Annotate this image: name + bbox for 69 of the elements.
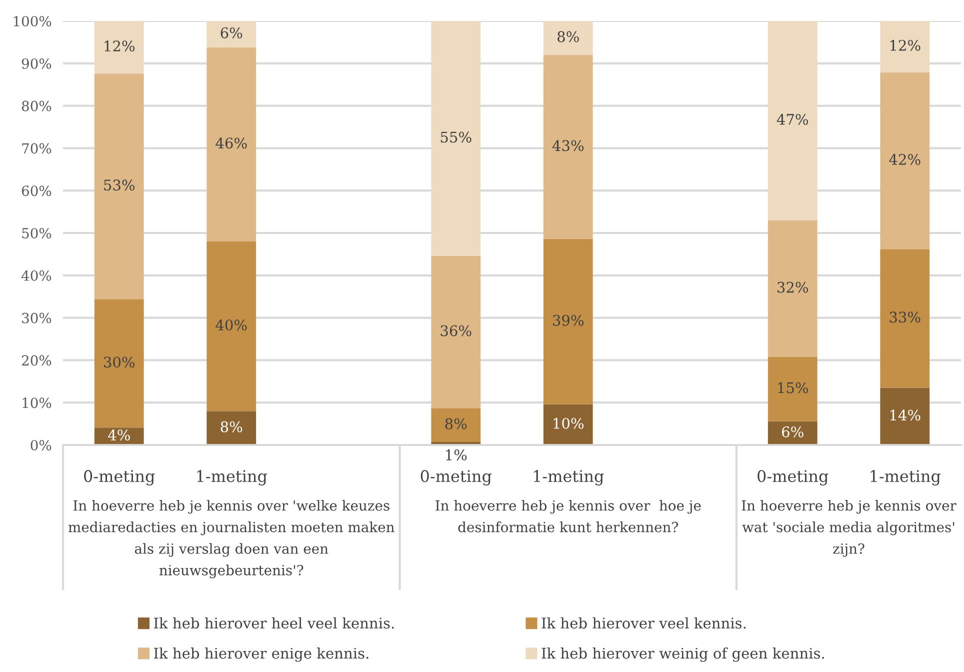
y-tick-label: 80% xyxy=(22,100,52,112)
bar xyxy=(206,241,256,412)
y-tick-label: 20% xyxy=(22,355,52,366)
x-tick-label: 1-meting xyxy=(870,470,940,486)
x-tick-label: 1-meting xyxy=(197,470,267,486)
data-label: 47% xyxy=(776,114,808,125)
bar xyxy=(206,21,256,48)
y-tick-label: 100% xyxy=(14,16,52,26)
legend-label: Ik heb hierover veel kennis. xyxy=(542,617,746,629)
data-label: 1% xyxy=(446,449,467,460)
bar xyxy=(880,388,930,445)
bar xyxy=(543,238,593,404)
data-label: 8% xyxy=(445,418,467,430)
text: In hoeverre heb je kennis over wat 'sociale media algoritmes' zijn? xyxy=(742,500,956,557)
bar xyxy=(206,47,256,242)
bar xyxy=(431,21,481,256)
bar xyxy=(94,74,144,300)
data-label: 6% xyxy=(220,27,242,38)
x-tick-label: 0-meting xyxy=(758,470,828,486)
data-label: 12% xyxy=(890,40,920,51)
legend-label: Ik heb hierover weinig of geen kennis. xyxy=(542,647,824,662)
data-label: 6% xyxy=(782,426,804,438)
data-label: 12% xyxy=(104,40,135,52)
text: In hoeverre heb je kennis over 'welke keuzes mediaredacties en journalisten moeten maken als zij verslag doen van een nieuwsgebeurtenis'? xyxy=(68,500,394,578)
x-tick-label: 0-meting xyxy=(84,470,155,486)
bar xyxy=(543,21,593,55)
y-tick-label: 60% xyxy=(22,186,52,196)
bar xyxy=(768,356,818,422)
text: In hoeverre heb je kennis over hoe je desinformatie kunt herkennen? xyxy=(436,500,701,532)
bar xyxy=(880,72,930,250)
bar xyxy=(431,256,481,408)
y-tick-label: 0% xyxy=(30,440,52,450)
data-label: 33% xyxy=(890,312,920,323)
legend-label: Ik heb hierover enige kennis. xyxy=(154,647,368,662)
data-label: 42% xyxy=(889,154,920,165)
data-label: 10% xyxy=(554,418,584,429)
x-tick-label: 0-meting xyxy=(420,470,492,486)
y-tick-label: 50% xyxy=(22,228,52,238)
data-label: 36% xyxy=(440,325,472,336)
data-label: 40% xyxy=(216,319,247,331)
bar xyxy=(543,404,593,445)
data-label: 43% xyxy=(552,140,584,152)
bar xyxy=(431,408,481,442)
bar xyxy=(880,21,930,72)
y-tick-label: 40% xyxy=(21,270,52,281)
bar xyxy=(206,411,256,445)
y-tick-label: 70% xyxy=(22,143,52,154)
y-tick-label: 10% xyxy=(22,398,52,408)
data-label: 8% xyxy=(558,31,579,42)
data-label: 39% xyxy=(553,314,584,326)
y-tick-label: 90% xyxy=(22,58,52,69)
data-label: 4% xyxy=(108,430,130,441)
data-label: 32% xyxy=(778,282,808,293)
y-tick-label: 30% xyxy=(22,312,52,324)
x-tick-label: 1-meting xyxy=(534,470,604,486)
bar xyxy=(543,54,593,239)
bar xyxy=(768,220,818,357)
bar xyxy=(880,249,930,388)
bar xyxy=(768,21,818,220)
data-label: 53% xyxy=(104,180,135,191)
data-label: 14% xyxy=(890,410,920,421)
bar xyxy=(94,299,144,428)
data-label: 8% xyxy=(220,421,242,432)
bar xyxy=(94,21,144,74)
legend-label: Ik heb hierover heel veel kennis. xyxy=(154,617,394,629)
data-label: 55% xyxy=(440,132,472,143)
data-label: 30% xyxy=(104,356,135,368)
data-label: 15% xyxy=(778,382,808,394)
data-label: 46% xyxy=(216,138,247,149)
